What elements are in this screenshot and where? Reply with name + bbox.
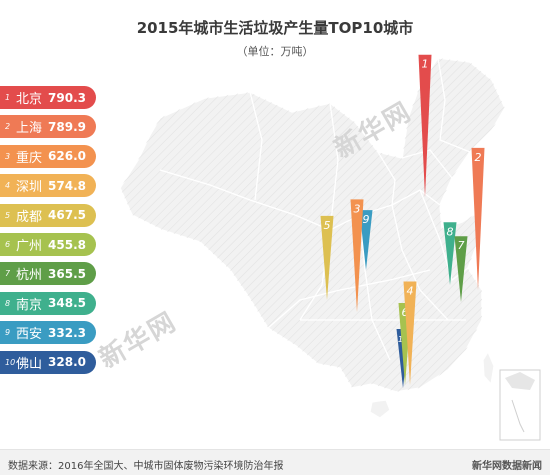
spike-rank-label: 4 <box>407 285 414 298</box>
legend-city: 重庆 <box>16 150 43 166</box>
city-spike <box>454 236 468 302</box>
spike-rank-label: 8 <box>447 225 454 238</box>
spike-rank-label: 1 <box>422 58 429 71</box>
legend-item: 7 杭州 365.5 <box>0 262 96 286</box>
legend-value: 467.5 <box>48 208 86 223</box>
spike-rank-label: 7 <box>458 239 465 252</box>
legend-city: 成都 <box>16 209 43 225</box>
city-spike <box>471 147 485 290</box>
hainan-island <box>369 399 391 419</box>
legend-city: 深圳 <box>16 180 43 196</box>
legend-value: 626.0 <box>48 149 86 164</box>
legend-city: 南京 <box>16 297 43 313</box>
legend-item: 3 重庆 626.0 <box>0 144 96 168</box>
legend-rank: 8 <box>5 298 11 308</box>
legend-item: 10 佛山 328.0 <box>0 350 96 374</box>
chart-unit-subtitle: （单位：万吨） <box>236 45 314 58</box>
legend-rank: 9 <box>5 328 11 338</box>
footer-bar: 数据来源：2016年全国大、中城市固体废物污染环境防治年报 新华网数据新闻 <box>0 449 550 475</box>
legend-city: 杭州 <box>16 268 43 284</box>
chart-title: 2015年城市生活垃圾产生量TOP10城市 <box>136 19 414 37</box>
spike-rank-label: 2 <box>475 151 482 164</box>
legend-item: 9 西安 332.3 <box>0 321 96 345</box>
city-spike <box>320 215 334 300</box>
legend-city: 上海 <box>16 121 43 137</box>
legend-value: 332.3 <box>48 325 86 340</box>
south-china-sea-inset <box>499 369 541 441</box>
legend-city: 北京 <box>16 92 43 107</box>
legend-rank: 3 <box>5 151 11 161</box>
spike-rank-label: 6 <box>402 306 409 319</box>
legend-value: 328.0 <box>48 355 86 370</box>
city-spike <box>443 222 457 285</box>
province-borders <box>159 57 471 361</box>
legend-item: 5 成都 467.5 <box>0 203 96 227</box>
spike-rank-label: 9 <box>363 213 370 226</box>
city-spike <box>359 210 373 270</box>
legend-item: 1 北京 790.3 <box>0 86 96 109</box>
data-source-note: 数据来源：2016年全国大、中城市固体废物污染环境防治年报 <box>8 461 284 472</box>
city-spikes: 10987654321 <box>320 54 485 388</box>
legend-value: 365.5 <box>48 266 86 281</box>
legend-rank: 2 <box>5 122 11 132</box>
spike-rank-label: 3 <box>354 202 361 215</box>
legend-city: 佛山 <box>16 356 43 372</box>
legend-value: 790.3 <box>48 90 86 105</box>
legend-value: 574.8 <box>48 178 86 193</box>
legend-rank: 1 <box>5 93 11 102</box>
legend-rank: 5 <box>5 210 11 220</box>
taiwan-island <box>482 350 495 386</box>
legend-item: 8 南京 348.5 <box>0 291 96 315</box>
legend-city: 西安 <box>16 327 43 343</box>
legend-item: 2 上海 789.9 <box>0 115 96 139</box>
legend-rank: 7 <box>5 269 11 279</box>
spike-rank-label: 5 <box>324 219 331 232</box>
china-map: 10987654321 <box>119 54 541 441</box>
legend-value: 455.8 <box>48 237 86 252</box>
legend-item: 6 广州 455.8 <box>0 233 96 256</box>
brand-label: 新华网数据新闻 <box>472 461 542 472</box>
city-spike <box>418 54 432 197</box>
legend-rank: 10 <box>5 357 16 367</box>
legend-value: 348.5 <box>48 296 86 311</box>
legend-rank: 4 <box>5 181 11 191</box>
legend-item: 4 深圳 574.8 <box>0 174 96 198</box>
city-spike <box>350 199 364 312</box>
legend-city: 广州 <box>16 239 43 254</box>
legend-value: 789.9 <box>48 119 86 134</box>
legend-rank: 6 <box>5 240 11 249</box>
city-spike <box>403 281 417 385</box>
